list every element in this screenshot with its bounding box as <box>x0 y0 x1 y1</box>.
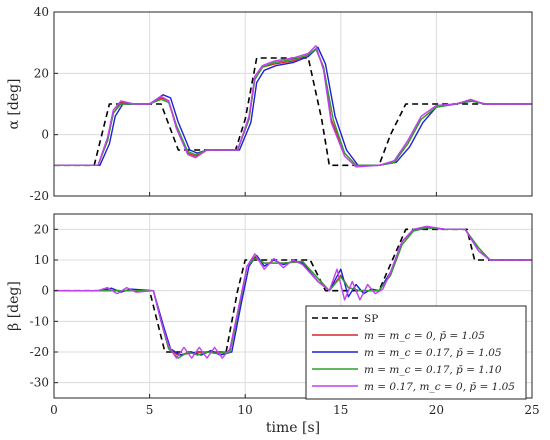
y-tick-label: -30 <box>30 376 49 390</box>
legend-entry-label: m = m_c = 0.17, p̄ = 1.10 <box>364 364 502 376</box>
y-tick-label: 0 <box>41 128 49 142</box>
legend: SP m = m_c = 0, p̄ = 1.05 m = m_c = 0.17, … <box>305 305 527 400</box>
y-tick-label: 20 <box>34 222 49 236</box>
beta-series <box>54 225 532 359</box>
x-tick-label: 15 <box>333 403 348 417</box>
alpha-plot: -20 0 20 40 α [deg] <box>6 5 533 203</box>
x-tick-label: 0 <box>50 403 58 417</box>
y-tick-label: -20 <box>30 345 49 359</box>
beta-ticks: 0 5 10 15 20 25 -30 -20 -10 0 10 20 <box>30 222 540 417</box>
x-tick-label: 20 <box>429 403 444 417</box>
y-tick-label: -20 <box>30 189 49 203</box>
alpha-ticks: -20 0 20 40 <box>30 5 533 203</box>
series-line-0 <box>54 228 532 353</box>
alpha-plot-frame <box>53 11 533 197</box>
y-tick-label: 20 <box>34 66 49 80</box>
y-tick-label: 40 <box>34 5 49 19</box>
y-tick-label: 10 <box>34 253 49 267</box>
alpha-axis-label: α [deg] <box>6 78 22 129</box>
y-tick-label: -10 <box>30 314 49 328</box>
alpha-series <box>54 45 532 168</box>
legend-entry-label: m = 0.17, m_c = 0, p̄ = 1.05 <box>364 381 515 393</box>
legend-entry-label: m = m_c = 0, p̄ = 1.05 <box>364 330 485 342</box>
beta-plot: 0 5 10 15 20 25 -30 -20 -10 0 10 20 β [deg] time [s… <box>6 213 540 436</box>
series-line-4 <box>54 225 532 359</box>
y-tick-label: 0 <box>41 284 49 298</box>
legend-entry-label: m = m_c = 0.17, p̄ = 1.05 <box>364 347 502 359</box>
x-tick-label: 10 <box>238 403 253 417</box>
time-axis-label: time [s] <box>266 420 320 436</box>
x-tick-label: 5 <box>146 403 154 417</box>
legend-entry-label: SP <box>364 313 378 325</box>
x-tick-label: 25 <box>524 403 539 417</box>
beta-axis-label: β [deg] <box>6 281 22 331</box>
series-line-4 <box>54 45 532 168</box>
beta-plot-frame <box>53 213 533 399</box>
